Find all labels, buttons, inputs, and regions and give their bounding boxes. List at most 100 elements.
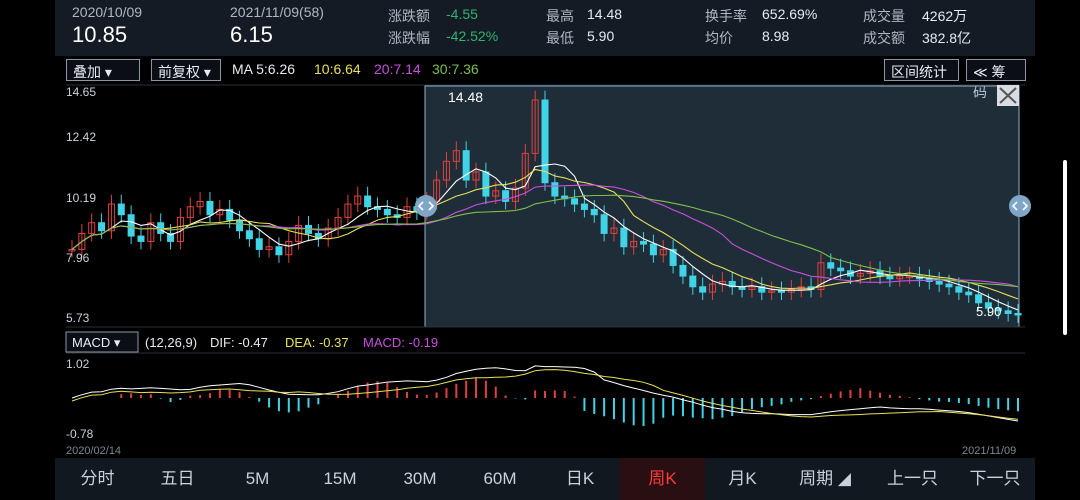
candle-body xyxy=(364,195,372,208)
candle-body xyxy=(117,203,125,216)
candle-body xyxy=(945,283,953,288)
tab-weekly-k[interactable]: 周K xyxy=(620,458,705,500)
candle-body xyxy=(984,302,992,309)
tab-monthly-k[interactable]: 月K xyxy=(728,469,757,488)
candle-body xyxy=(521,152,529,189)
avg-value: 8.98 xyxy=(762,28,790,44)
macd-lines xyxy=(71,365,1019,422)
candle-body xyxy=(541,99,549,184)
candle-body xyxy=(768,290,776,293)
candle-body xyxy=(551,182,559,197)
overlay-dropdown[interactable]: 叠加 ▾ xyxy=(66,59,140,81)
candle-body xyxy=(659,248,667,256)
tab-60m[interactable]: 60M xyxy=(483,469,517,488)
candle-body xyxy=(462,150,470,181)
candle-body xyxy=(107,203,115,232)
candle-body xyxy=(699,286,707,293)
candle-body xyxy=(236,219,244,232)
prev-stock-button[interactable]: 上一只 xyxy=(887,469,938,488)
macd-axis-top: 1.02 xyxy=(66,357,90,371)
candle-body xyxy=(127,214,135,237)
scrollbar[interactable] xyxy=(1063,160,1067,335)
candle-body xyxy=(640,240,648,245)
macd-dea: DEA: -0.37 xyxy=(285,335,349,350)
chips-button[interactable]: ≪ 筹码 xyxy=(966,59,1026,100)
candle-body xyxy=(452,150,460,162)
candle-body xyxy=(186,206,194,218)
amt-label: 成交额 xyxy=(863,30,905,46)
tab-15m[interactable]: 15M xyxy=(323,469,357,488)
candle-body xyxy=(649,243,657,256)
candle-body xyxy=(383,208,391,216)
candle-body xyxy=(709,283,717,293)
candle-body xyxy=(147,222,155,242)
chg-pct-label: 涨跌幅 xyxy=(388,30,430,46)
price-tick-4: 7.96 xyxy=(66,251,90,265)
candle-body xyxy=(196,200,204,208)
ma-line xyxy=(71,168,1019,300)
prev-price: 10.85 xyxy=(72,22,128,47)
candle-body xyxy=(817,262,825,290)
tab-intraday[interactable]: 分时 xyxy=(80,469,115,488)
tab-5m[interactable]: 5M xyxy=(245,469,270,488)
candle-body xyxy=(630,240,638,248)
candle-body xyxy=(167,232,175,242)
range-right-handle-icon[interactable] xyxy=(1009,195,1031,217)
price-tick-2: 12.42 xyxy=(66,130,96,144)
high-annotation: 14.48 xyxy=(448,89,483,105)
candle-body xyxy=(226,208,234,221)
vol-label: 成交量 xyxy=(863,8,905,24)
macd-selector[interactable]: MACD ▾ xyxy=(72,335,121,350)
candle-body xyxy=(1004,310,1012,314)
candle-body xyxy=(600,214,608,234)
range-stats-button[interactable]: 区间统计 xyxy=(884,59,959,81)
cur-date: 2021/11/09(58) xyxy=(230,4,324,20)
adjust-dropdown[interactable]: 前复权 ▾ xyxy=(151,59,221,81)
candle-body xyxy=(787,288,795,293)
candle-body xyxy=(955,286,963,293)
ma5-label: MA 5:6.26 xyxy=(232,61,296,77)
range-left-handle-icon[interactable] xyxy=(415,195,437,217)
candle-body xyxy=(472,171,480,181)
candle-body xyxy=(206,200,214,216)
candle-body xyxy=(442,160,450,181)
candle-body xyxy=(482,171,490,197)
candle-body xyxy=(837,267,845,272)
candle-body xyxy=(68,248,76,252)
tab-30m[interactable]: 30M xyxy=(403,469,437,488)
candle-body xyxy=(886,275,894,280)
candle-body xyxy=(975,294,983,304)
next-stock-button[interactable]: 下一只 xyxy=(969,469,1021,488)
low-label: 最低 xyxy=(546,30,574,46)
close-range-icon[interactable] xyxy=(997,85,1019,106)
candle-body xyxy=(354,195,362,205)
candle-body xyxy=(492,190,500,197)
candle-body xyxy=(748,286,756,290)
tab-period[interactable]: 周期 ◢ xyxy=(799,469,851,488)
vol-value: 4262万 xyxy=(922,8,968,24)
tab-daily-k[interactable]: 日K xyxy=(565,469,595,488)
candle-body xyxy=(98,222,106,232)
chg-amt-value: -4.55 xyxy=(446,6,478,22)
cur-price: 6.15 xyxy=(230,22,273,47)
high-value: 14.48 xyxy=(587,6,623,22)
macd-line xyxy=(71,369,1019,420)
macd-value: MACD: -0.19 xyxy=(363,335,438,350)
avg-label: 均价 xyxy=(705,30,733,46)
candle-body xyxy=(965,291,973,296)
candle-body xyxy=(344,203,352,218)
price-tick-5: 5.73 xyxy=(66,311,90,325)
tab-five-day[interactable]: 五日 xyxy=(160,469,195,488)
candle-body xyxy=(856,272,864,277)
chg-amt-label: 涨跌额 xyxy=(388,8,430,24)
candle-body xyxy=(580,203,588,210)
turnover-value: 652.69% xyxy=(762,6,818,22)
candle-body xyxy=(88,222,96,234)
candle-body xyxy=(275,246,283,256)
candle-body xyxy=(403,206,411,218)
start-date: 2020/02/14 xyxy=(66,445,121,457)
candle-body xyxy=(571,198,579,205)
candle-body xyxy=(433,179,441,202)
period-tabs: 分时 五日 5M 15M 30M 60M 日K 周K 月K 周期 ◢ 上一只 下… xyxy=(55,458,1035,500)
